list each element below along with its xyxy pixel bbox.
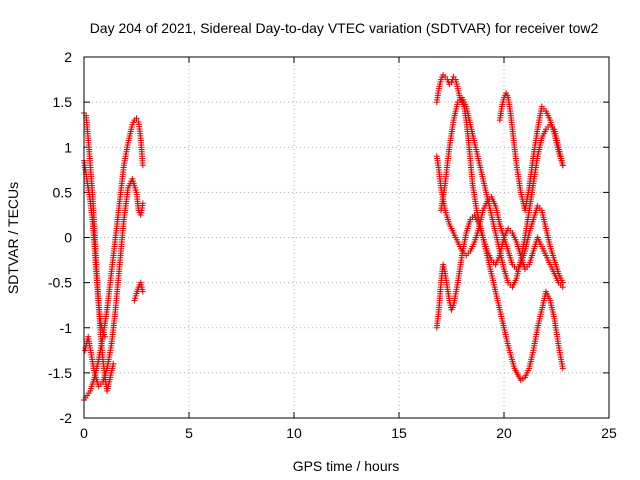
series-arc-6 bbox=[433, 72, 566, 384]
data-point bbox=[139, 162, 146, 169]
y-tick-label: -2 bbox=[60, 410, 73, 426]
data-point bbox=[133, 115, 140, 122]
x-tick-label: 5 bbox=[185, 425, 193, 441]
data-point bbox=[139, 288, 146, 295]
y-axis-label: SDTVAR / TECUs bbox=[5, 182, 21, 294]
y-tick-label: 2 bbox=[64, 49, 72, 65]
x-axis-label: GPS time / hours bbox=[293, 458, 400, 474]
series-arc-4 bbox=[82, 175, 146, 390]
data-point bbox=[559, 365, 566, 372]
x-tick-label: 25 bbox=[601, 425, 617, 441]
series-arc-10 bbox=[496, 90, 566, 214]
data-marks bbox=[81, 72, 566, 403]
series-arc-7 bbox=[433, 153, 566, 286]
x-tick-label: 10 bbox=[286, 425, 302, 441]
series-arc-9 bbox=[438, 94, 566, 291]
data-point bbox=[559, 284, 566, 291]
data-point bbox=[559, 162, 566, 169]
series-arc-5 bbox=[131, 279, 146, 304]
x-tick-label: 20 bbox=[496, 425, 512, 441]
chart-title: Day 204 of 2021, Sidereal Day-to-day VTE… bbox=[90, 20, 599, 36]
y-tick-label: -1.5 bbox=[48, 365, 72, 381]
y-tick-label: 0 bbox=[64, 230, 72, 246]
x-tick-label: 15 bbox=[391, 425, 407, 441]
plot-frame bbox=[83, 56, 610, 419]
series-arc-2 bbox=[81, 157, 108, 340]
data-point bbox=[110, 360, 117, 367]
x-tick-label: 0 bbox=[80, 425, 88, 441]
axis-ticks: 0 5 10 15 20 25 -2 -1.5 -1 -0.5 0 0.5 1 1.5 2 bbox=[48, 49, 617, 441]
series-arc-1 bbox=[81, 109, 117, 394]
y-tick-label: 0.5 bbox=[53, 184, 73, 200]
y-tick-label: -0.5 bbox=[48, 275, 72, 291]
y-tick-label: -1 bbox=[60, 320, 73, 336]
data-point bbox=[139, 200, 146, 207]
y-tick-label: 1.5 bbox=[53, 94, 73, 110]
y-tick-label: 1 bbox=[64, 139, 72, 155]
